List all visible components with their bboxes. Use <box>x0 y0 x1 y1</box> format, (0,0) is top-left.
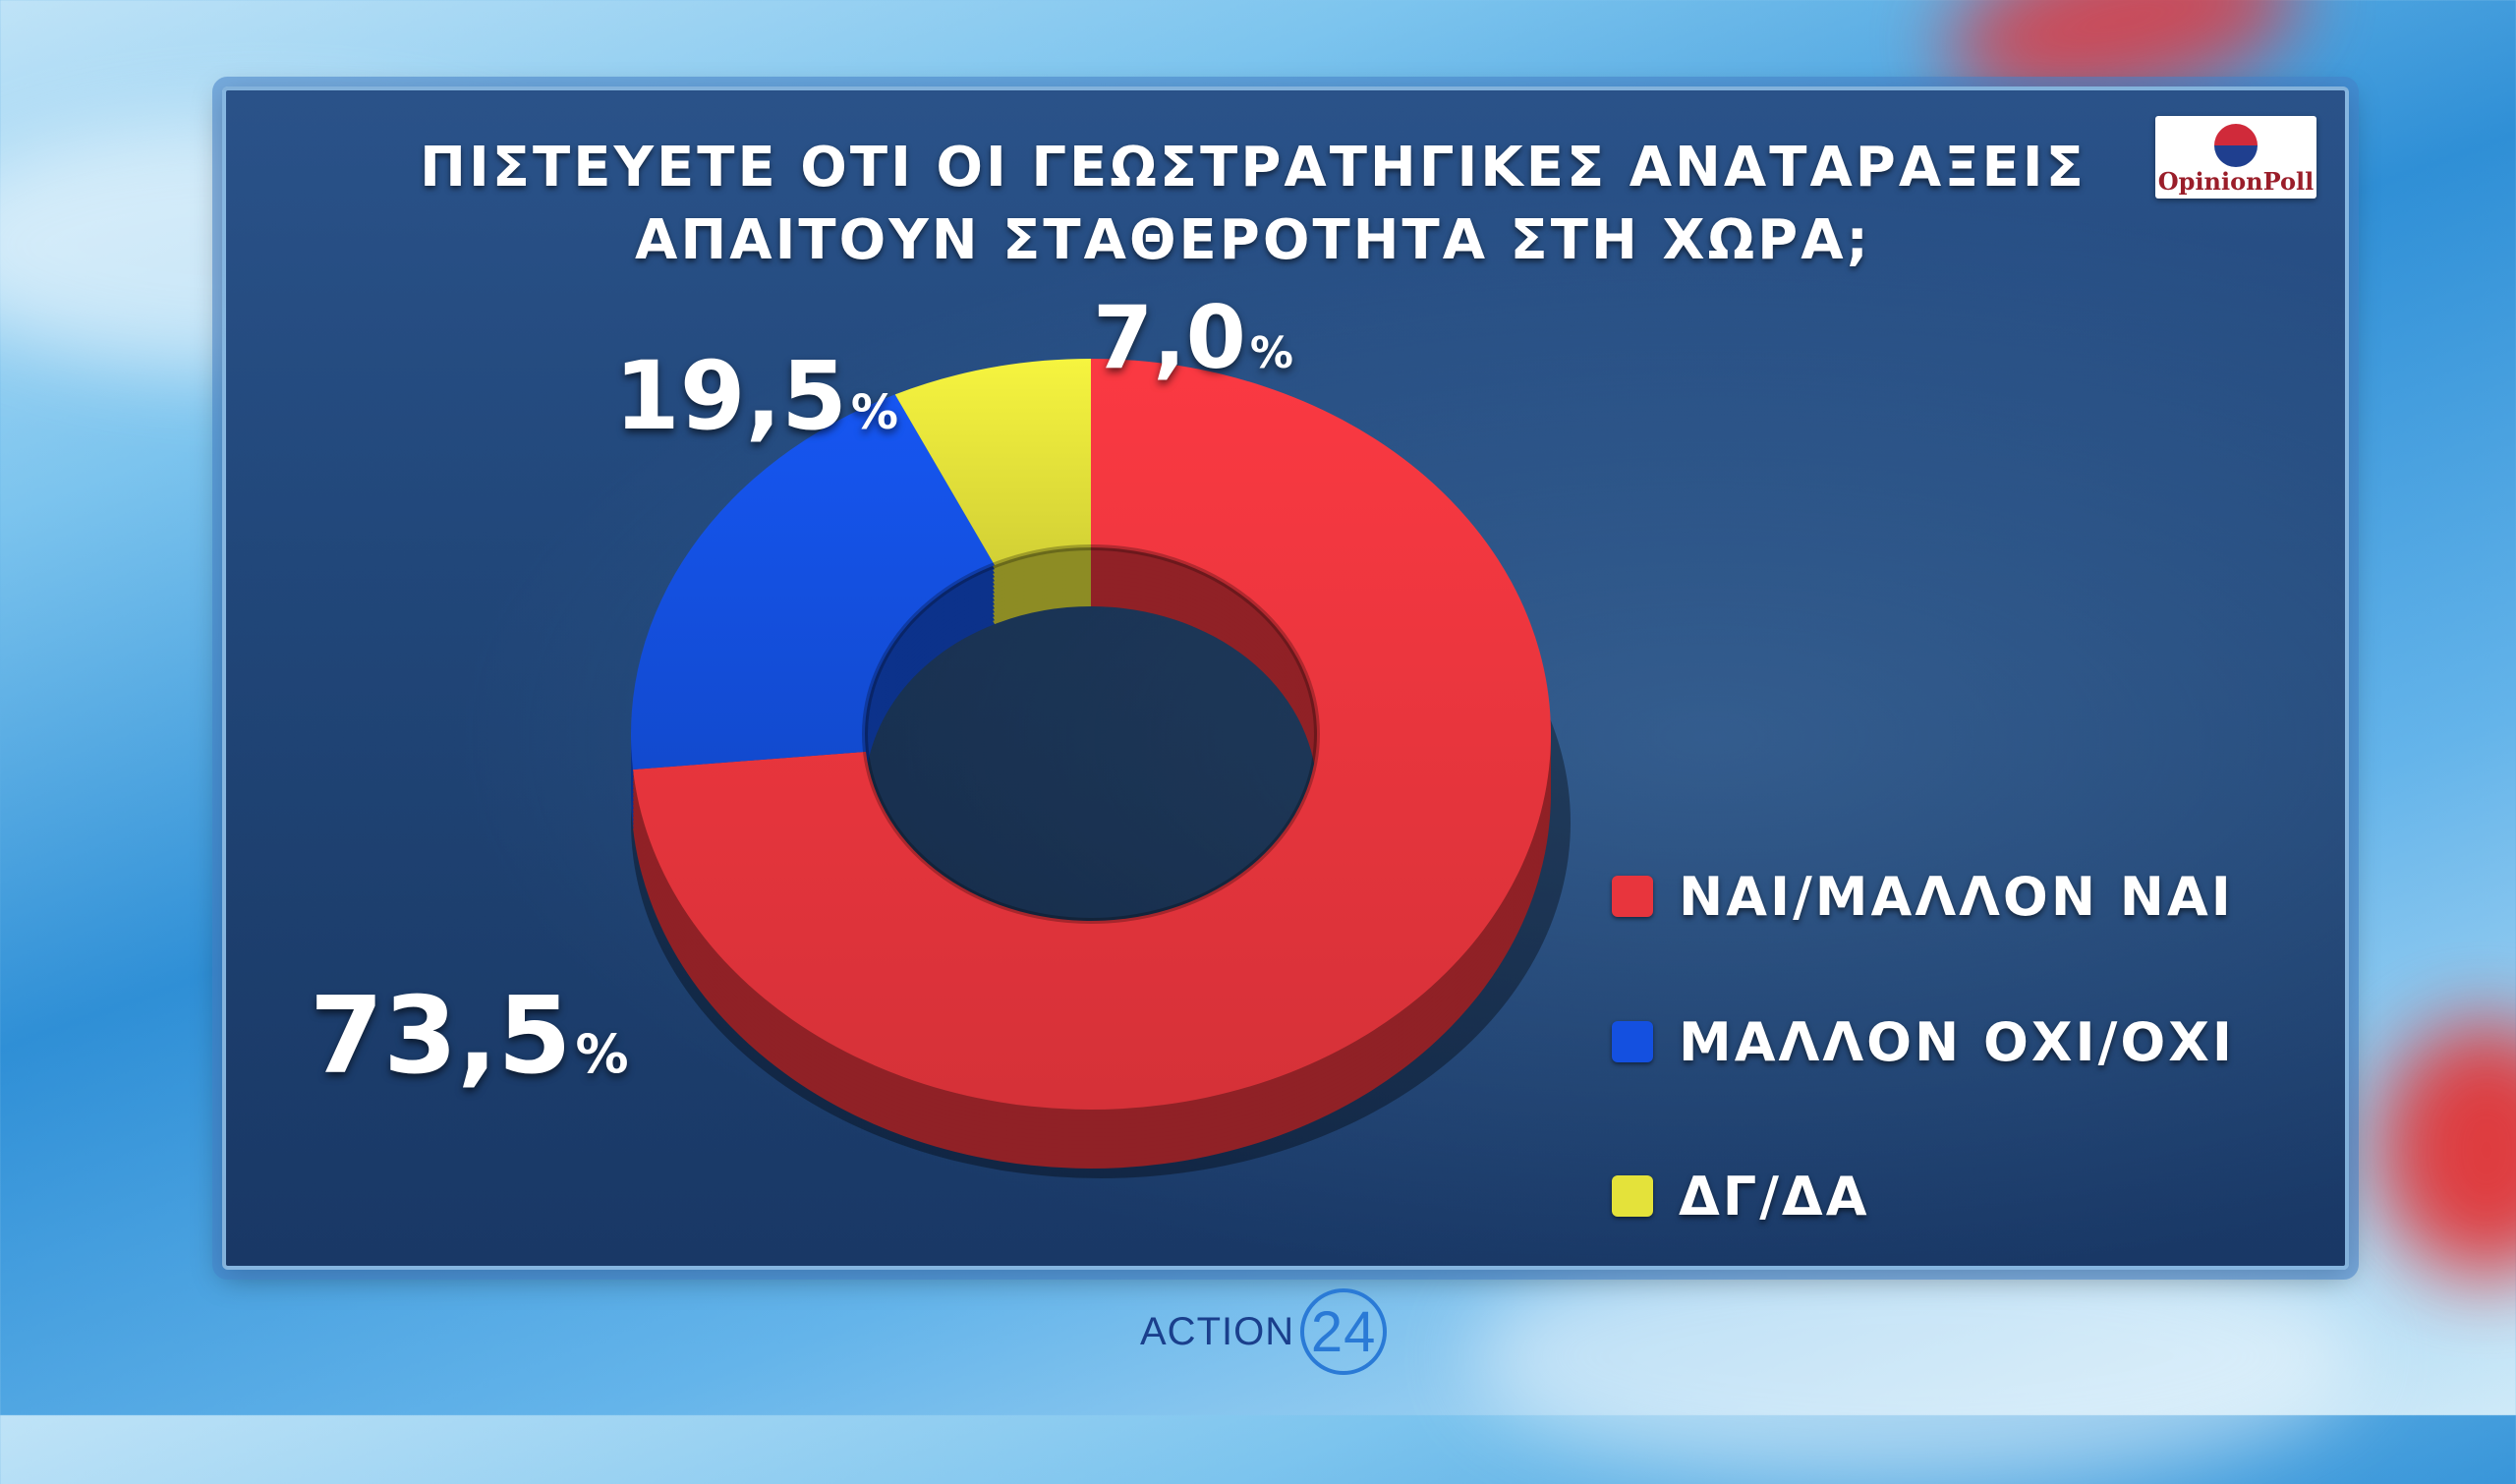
legend-label-yes: ΝΑΙ/ΜΑΛΛΟΝ ΝΑΙ <box>1679 865 2234 928</box>
slice-label-yes: 73,5% <box>310 975 629 1098</box>
donut-slice-dk <box>894 359 1091 566</box>
slice-label-no: 19,5% <box>614 341 898 451</box>
legend-swatch-no <box>1612 1021 1653 1062</box>
background-red-shape <box>2378 1022 2516 1278</box>
legend-label-dk: ΔΓ/ΔΑ <box>1679 1165 1870 1227</box>
opinionpoll-logo: OpinionPoll <box>2155 116 2316 199</box>
chart-title-line-1: ΠΙΣΤΕΥΕΤΕ ΟΤΙ ΟΙ ΓΕΩΣΤΡΑΤΗΓΙΚΕΣ ΑΝΑΤΑΡΑΞ… <box>420 136 2087 200</box>
legend-item-dk: ΔΓ/ΔΑ <box>1612 1162 1870 1230</box>
slice-value-dk: 7,0 <box>1093 287 1246 388</box>
legend-swatch-yes <box>1612 876 1653 917</box>
chart-title: ΠΙΣΤΕΥΕΤΕ ΟΤΙ ΟΙ ΓΕΩΣΤΡΑΤΗΓΙΚΕΣ ΑΝΑΤΑΡΑΞ… <box>344 132 2162 277</box>
chart-title-line-2: ΑΠΑΙΤΟΥΝ ΣΤΑΘΕΡΟΤΗΤΑ ΣΤΗ ΧΩΡΑ; <box>635 208 1871 272</box>
action24-logo-text: ACTION <box>1140 1309 1295 1353</box>
legend-label-no: ΜΑΛΛΟΝ ΟΧΙ/ΟΧΙ <box>1679 1010 2235 1073</box>
opinionpoll-logo-icon <box>2214 124 2258 167</box>
legend-item-no: ΜΑΛΛΟΝ ΟΧΙ/ΟΧΙ <box>1612 1007 2235 1076</box>
legend-item-yes: ΝΑΙ/ΜΑΛΛΟΝ ΝΑΙ <box>1612 862 2234 931</box>
opinionpoll-logo-text: OpinionPoll <box>2157 167 2315 196</box>
slice-value-no: 19,5 <box>614 341 847 451</box>
donut-slice-yes <box>633 359 1551 1110</box>
action24-logo-number: 24 <box>1300 1288 1388 1375</box>
legend-swatch-dk <box>1612 1175 1653 1217</box>
poll-panel: ΠΙΣΤΕΥΕΤΕ ΟΤΙ ΟΙ ΓΕΩΣΤΡΑΤΗΓΙΚΕΣ ΑΝΑΤΑΡΑΞ… <box>222 86 2349 1270</box>
donut-slice-no <box>631 394 996 770</box>
donut-inner-rim <box>862 544 1320 924</box>
donut-chart <box>631 359 1571 1178</box>
action24-logo: ACTION 24 <box>1140 1287 1388 1376</box>
percent-sign: % <box>575 1023 629 1085</box>
percent-sign: % <box>1249 328 1293 378</box>
slice-value-yes: 73,5 <box>310 975 572 1098</box>
slice-label-dk: 7,0% <box>1093 287 1293 388</box>
percent-sign: % <box>850 385 898 440</box>
